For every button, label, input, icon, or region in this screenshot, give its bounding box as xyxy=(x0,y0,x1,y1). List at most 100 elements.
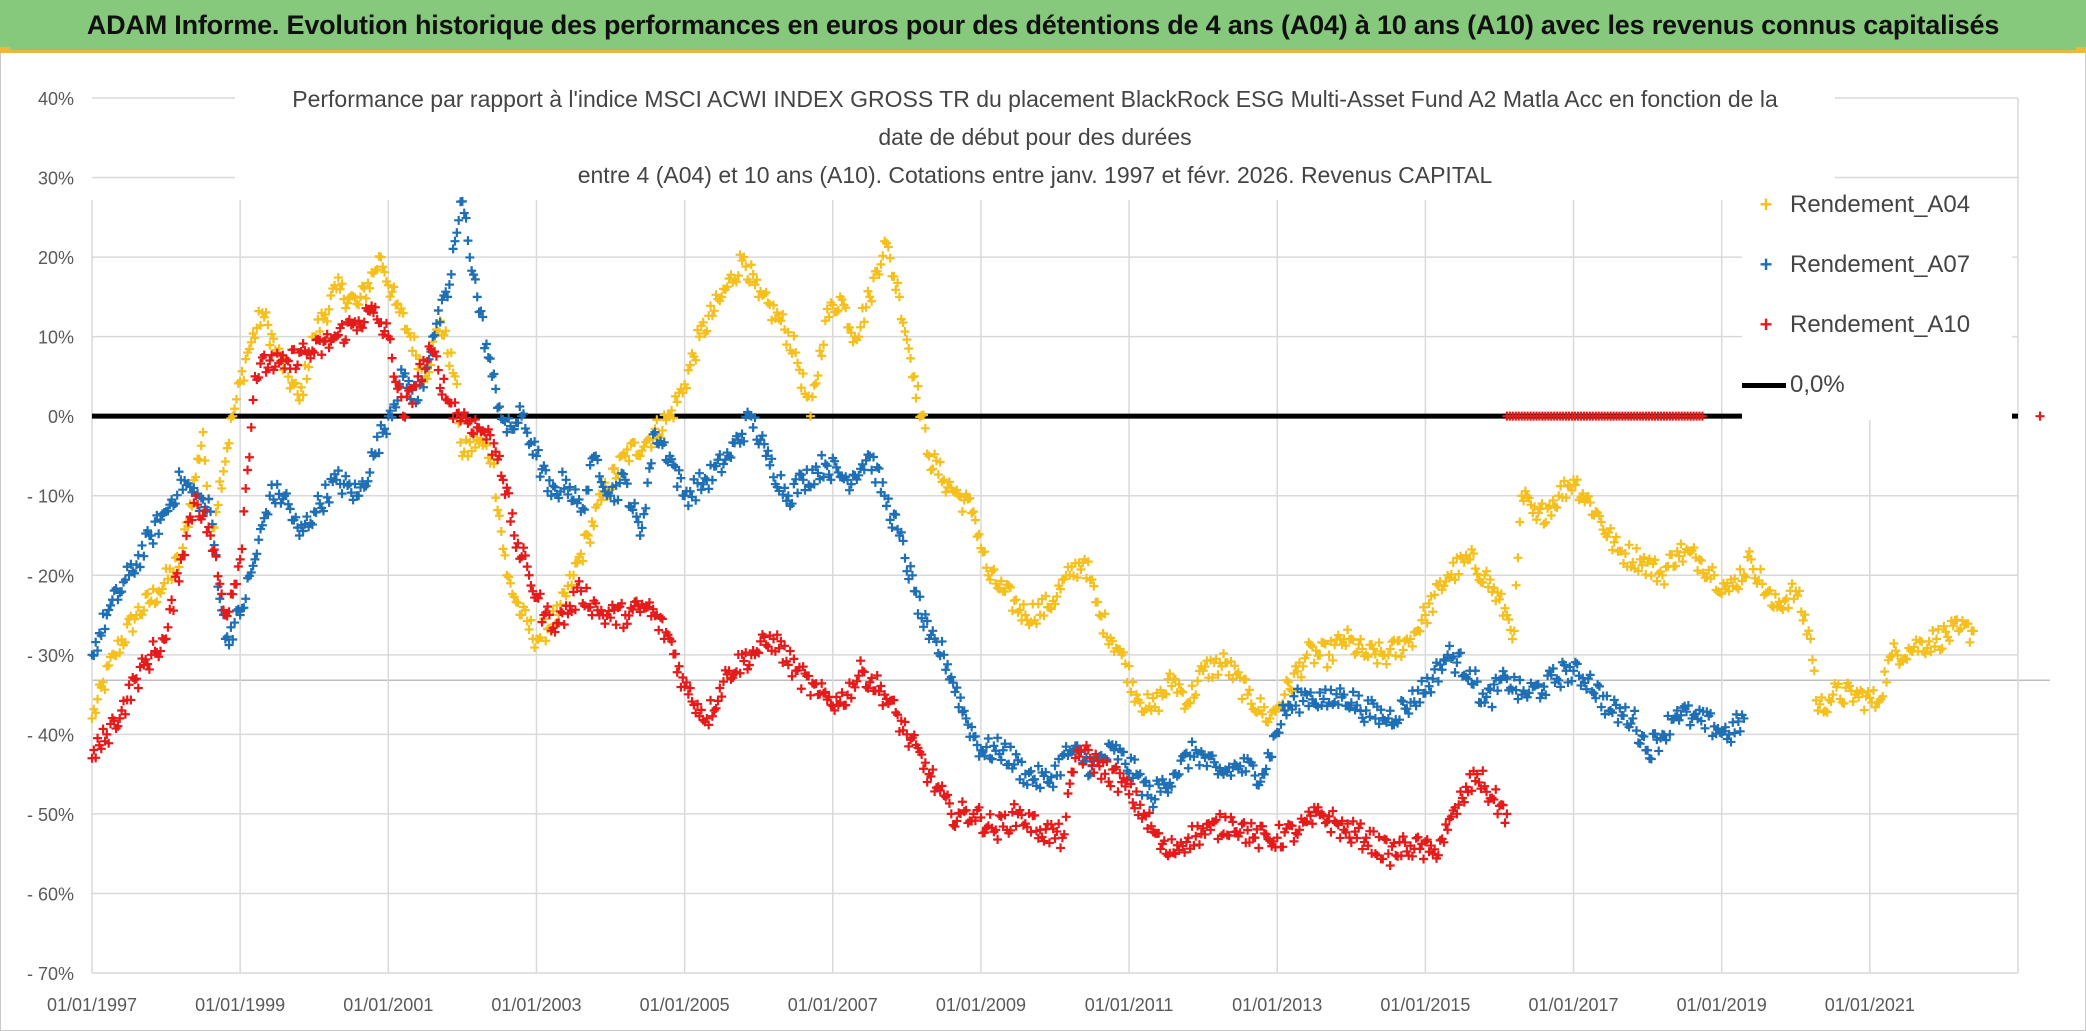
rendement-a07-point xyxy=(957,707,967,717)
rendement-a10-point xyxy=(909,730,919,740)
rendement-a04-point xyxy=(1454,569,1464,579)
rendement-a04-point xyxy=(1309,658,1319,668)
rendement-a10-point xyxy=(1374,832,1384,842)
rendement-a10-point xyxy=(289,344,299,354)
rendement-a10-point xyxy=(783,660,793,670)
rendement-a04-point xyxy=(274,344,284,354)
rendement-a04-point xyxy=(1100,609,1110,619)
rendement-a07-point xyxy=(1144,781,1154,791)
rendement-a10-point xyxy=(654,625,664,635)
rendement-a10-point xyxy=(413,371,423,381)
rendement-a10-point xyxy=(174,576,184,586)
rendement-a10-point xyxy=(239,506,249,516)
rendement-a10-point xyxy=(663,630,673,640)
rendement-a07-point xyxy=(1056,770,1066,780)
x-tick-label: 01/01/2001 xyxy=(343,995,433,1015)
rendement-a10-point xyxy=(819,688,829,698)
rendement-a07-point xyxy=(1596,702,1606,712)
rendement-a04-point xyxy=(122,619,132,629)
legend-marker-a04: + xyxy=(1759,192,1773,217)
rendement-a10-point xyxy=(522,562,532,572)
rendement-a04-point xyxy=(811,378,821,388)
rendement-a07-point xyxy=(724,451,734,461)
rendement-a10-point xyxy=(1006,825,1016,835)
rendement-a04-point xyxy=(1257,709,1267,719)
rendement-a10-point xyxy=(206,531,216,540)
rendement-a04-point xyxy=(1735,564,1745,574)
rendement-a07-point xyxy=(1706,708,1716,718)
rendement-a07-point xyxy=(559,484,569,494)
rendement-a10-point xyxy=(1215,809,1225,819)
rendement-a07-point xyxy=(596,477,606,487)
rendement-a07-point xyxy=(543,486,553,496)
rendement-a04-point xyxy=(841,303,851,313)
rendement-a04-point xyxy=(1870,702,1880,712)
rendement-a07-point xyxy=(1150,794,1160,804)
rendement-a07-point xyxy=(541,465,551,475)
rendement-a04-point xyxy=(1659,579,1669,589)
rendement-a07-point xyxy=(680,491,690,501)
rendement-a04-point xyxy=(1367,640,1377,650)
rendement-a07-point xyxy=(1591,693,1601,703)
rendement-a10-point xyxy=(502,483,512,493)
rendement-a04-point xyxy=(200,455,210,465)
rendement-a07-point xyxy=(374,448,384,458)
rendement-a07-point xyxy=(1306,688,1316,698)
rendement-a10-point xyxy=(920,758,930,768)
rendement-a07-point xyxy=(413,395,423,405)
rendement-a10-point xyxy=(281,355,291,365)
rendement-a07-point xyxy=(1163,787,1173,797)
rendement-a04-point xyxy=(1356,634,1366,644)
rendement-a04-point xyxy=(398,308,408,318)
rendement-a10-point xyxy=(1246,818,1256,828)
rendement-a07-point xyxy=(1339,690,1349,700)
rendement-a04-point xyxy=(463,451,473,461)
x-tick-label: 01/01/2005 xyxy=(640,995,730,1015)
rendement-a07-point xyxy=(980,751,990,761)
rendement-a10-point xyxy=(143,659,153,669)
rendement-a10-point xyxy=(846,693,856,703)
rendement-a04-point xyxy=(1963,619,1973,629)
rendement-a04-point xyxy=(683,365,693,375)
rendement-a07-point xyxy=(1461,672,1471,682)
rendement-a04-point xyxy=(891,285,901,295)
legend-zero-line xyxy=(1742,382,1786,388)
rendement-a10-point xyxy=(735,668,745,678)
rendement-a04-point xyxy=(1357,644,1367,654)
rendement-a10-point xyxy=(1328,806,1338,816)
rendement-a04-point xyxy=(685,360,695,370)
rendement-a04-point xyxy=(322,316,332,326)
rendement-a07-point xyxy=(1289,691,1299,701)
x-tick-label: 01/01/2003 xyxy=(491,995,581,1015)
rendement-a07-point xyxy=(444,280,454,290)
rendement-a10-point xyxy=(817,678,827,688)
rendement-a07-point xyxy=(1730,728,1740,738)
rendement-a04-point xyxy=(470,442,480,452)
rendement-a07-point xyxy=(1017,757,1027,767)
rendement-a10-point xyxy=(1415,844,1425,854)
rendement-a04-point xyxy=(831,307,841,317)
rendement-a10-point xyxy=(218,605,228,615)
rendement-a10-point xyxy=(306,353,316,363)
rendement-a04-point xyxy=(383,280,393,290)
rendement-a07-point xyxy=(1509,672,1519,682)
rendement-a10-point xyxy=(872,671,882,681)
rendement-a07-point xyxy=(465,252,475,262)
rendement-a10-point xyxy=(1346,838,1356,848)
rendement-a04-point xyxy=(1939,621,1949,631)
rendement-a04-point xyxy=(1415,626,1425,636)
rendement-a04-point xyxy=(1583,491,1593,501)
rendement-a10-point xyxy=(1154,828,1164,838)
rendement-a10-point xyxy=(581,583,591,593)
rendement-a07-point xyxy=(676,473,686,483)
rendement-a04-point xyxy=(446,348,456,358)
rendement-a04-point xyxy=(1822,707,1832,717)
rendement-a04-point xyxy=(981,563,991,573)
rendement-a07-point xyxy=(522,428,532,438)
rendement-a10-point xyxy=(489,438,499,448)
rendement-a07-point xyxy=(789,479,799,489)
rendement-a04-point xyxy=(320,310,330,320)
rendement-a07-point xyxy=(1256,777,1266,787)
rendement-a07-point xyxy=(283,499,293,509)
rendement-a07-point xyxy=(139,551,149,561)
